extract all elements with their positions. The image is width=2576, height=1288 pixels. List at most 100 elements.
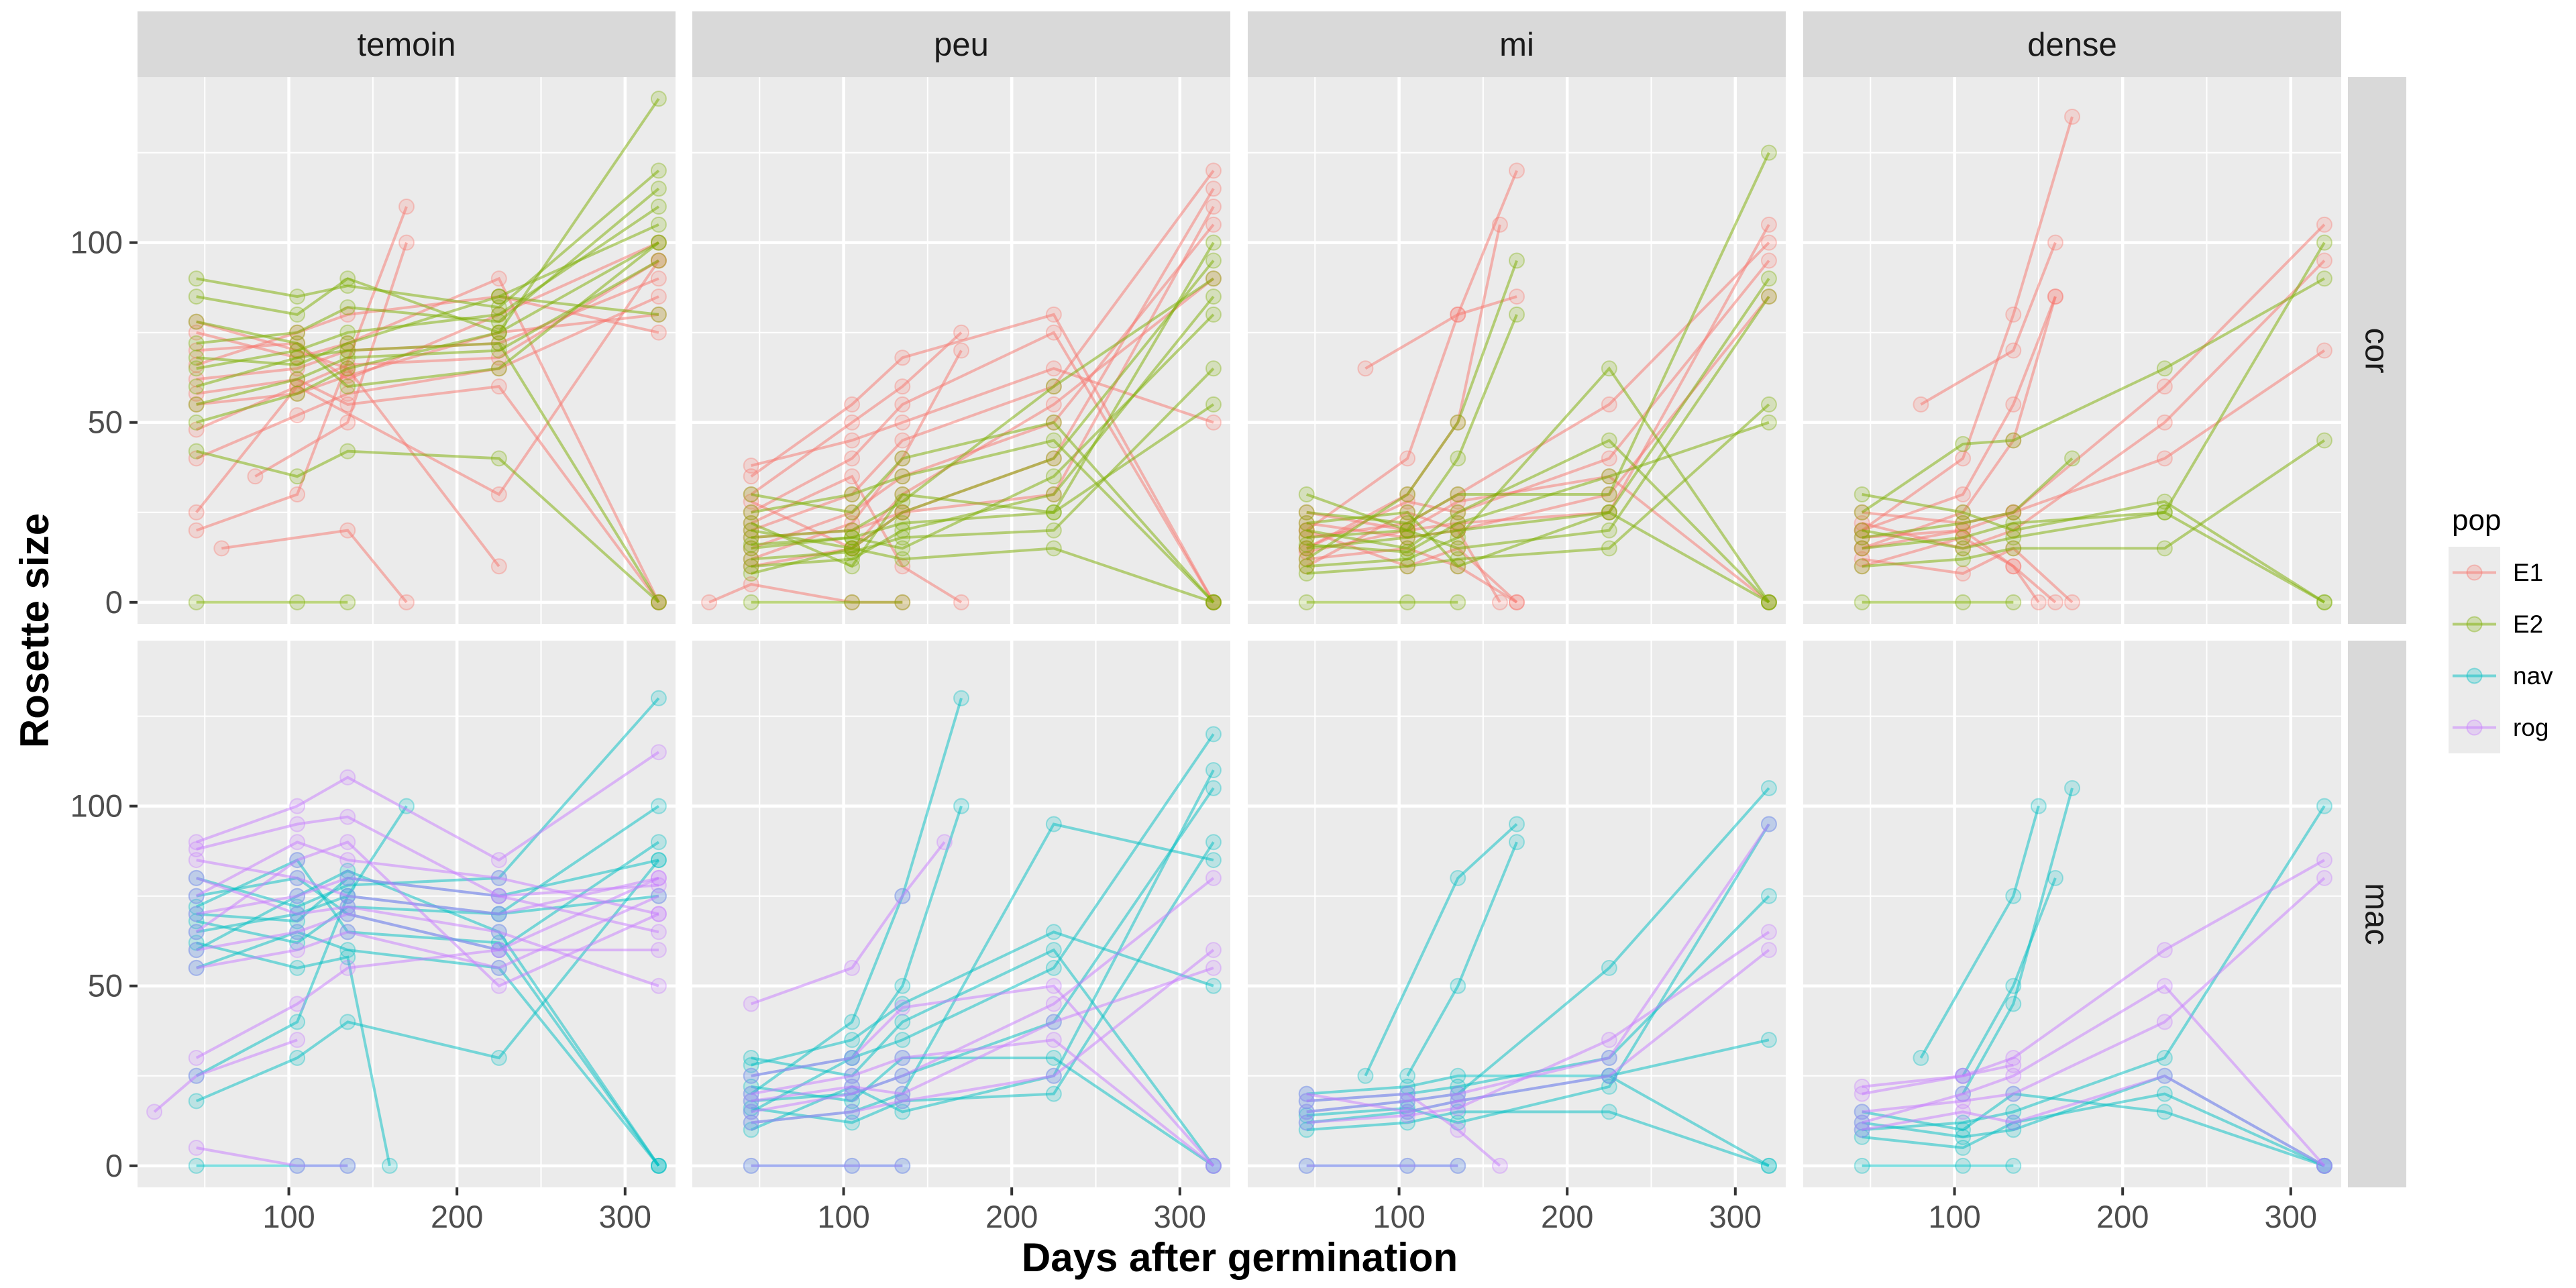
series-rog <box>188 852 667 922</box>
series-E2 <box>188 234 667 395</box>
data-point <box>1854 529 1870 546</box>
data-point <box>490 486 507 502</box>
data-point <box>743 1049 759 1066</box>
data-point <box>289 486 306 502</box>
data-point <box>1955 486 1972 502</box>
data-point <box>650 798 667 814</box>
data-point <box>1913 396 1929 413</box>
data-point <box>650 744 667 761</box>
strip-background <box>2348 77 2406 624</box>
data-point <box>1760 924 1777 941</box>
series-E2 <box>1298 414 1777 560</box>
data-point <box>490 852 507 869</box>
series-line <box>1862 859 2325 1095</box>
series-line <box>196 206 408 532</box>
data-point <box>289 924 306 941</box>
data-point <box>894 1085 911 1102</box>
series-line <box>1306 403 1770 575</box>
data-point <box>1854 1122 1870 1138</box>
data-point <box>894 396 911 413</box>
series-line <box>1306 439 1770 604</box>
data-point <box>1913 1049 1929 1066</box>
series-line <box>1306 421 1770 553</box>
data-point <box>2316 432 2332 449</box>
data-point <box>1854 558 1870 575</box>
data-point <box>490 288 507 305</box>
data-point <box>894 1157 911 1174</box>
series-E2 <box>1298 504 1777 610</box>
strip-background <box>138 11 676 77</box>
data-point <box>894 1049 911 1066</box>
data-point <box>339 808 356 825</box>
data-point <box>1205 306 1222 323</box>
data-point <box>1760 144 1777 161</box>
data-point <box>2316 852 2332 869</box>
strip-label: cor <box>2359 327 2395 373</box>
data-point <box>188 888 205 904</box>
data-point <box>743 551 759 568</box>
data-point <box>339 834 356 851</box>
data-point <box>1045 396 1062 413</box>
series-line <box>751 1038 1215 1167</box>
series-line <box>195 877 659 1059</box>
data-point <box>2156 1104 2173 1120</box>
series-line <box>751 260 1215 550</box>
data-point <box>339 299 356 316</box>
data-point <box>188 869 205 886</box>
series-line <box>1305 260 1518 561</box>
data-point <box>894 977 911 994</box>
series-line <box>1862 493 2325 604</box>
data-point <box>894 1014 911 1030</box>
data-point <box>1399 1067 1416 1084</box>
data-point <box>844 540 861 557</box>
data-point <box>844 1067 861 1084</box>
legend-keys: E1 E2 nav rog <box>2449 547 2553 753</box>
data-point <box>1760 942 1777 959</box>
data-point <box>1509 288 1525 305</box>
series-line <box>751 313 1215 550</box>
series-line <box>751 930 1214 1067</box>
series-line <box>196 241 660 388</box>
data-point <box>1760 234 1777 251</box>
data-point <box>188 924 205 941</box>
series-E2 <box>1298 396 1777 582</box>
data-point <box>2005 996 2022 1012</box>
legend-key-point <box>2466 564 2483 581</box>
series-line <box>196 320 500 568</box>
data-point <box>894 432 911 449</box>
data-point <box>1399 543 1416 560</box>
series-line <box>1306 314 1518 532</box>
series-rog <box>743 869 1222 1120</box>
data-point <box>1601 540 1617 557</box>
data-point <box>650 888 667 904</box>
data-point <box>188 594 205 610</box>
data-point <box>1450 504 1466 521</box>
data-point <box>1760 816 1777 833</box>
data-point <box>743 522 759 539</box>
x-axis-title: Days after germination <box>1022 1235 1458 1280</box>
data-point <box>743 1078 759 1095</box>
panels-layer <box>138 77 2341 1187</box>
data-point <box>289 942 306 959</box>
data-point <box>188 1067 205 1084</box>
data-point <box>1045 324 1062 341</box>
legend-entry-nav: nav <box>2449 650 2553 702</box>
series-rog <box>743 977 1222 1174</box>
data-point <box>894 468 911 485</box>
data-point <box>1760 594 1777 610</box>
data-point <box>1760 396 1777 413</box>
data-point <box>743 565 759 582</box>
data-point <box>743 594 759 610</box>
series-nav <box>188 863 667 1174</box>
series-E2 <box>743 414 1222 610</box>
series-line <box>1962 877 2057 1077</box>
series-E1 <box>1854 108 2080 539</box>
panel-cor-temoin <box>138 77 676 624</box>
series-line <box>1920 241 2057 406</box>
data-point <box>650 234 667 251</box>
data-point <box>1854 540 1870 557</box>
data-point <box>289 468 306 485</box>
data-point <box>936 834 953 851</box>
data-point <box>1450 977 1466 994</box>
data-point <box>2064 108 2080 125</box>
